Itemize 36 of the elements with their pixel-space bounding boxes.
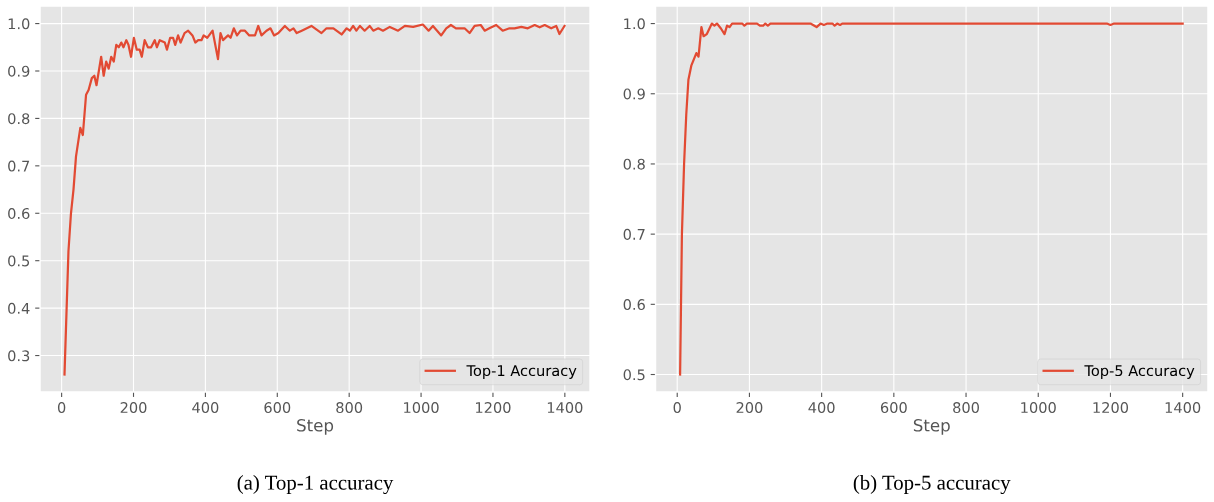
y-tick-label: 0.8 [8,113,30,125]
y-tick-label: 0.6 [8,207,30,220]
x-tick-label: 800 [336,402,363,414]
x-tick-label: 1200 [476,402,511,414]
x-tick-label: 1000 [1021,402,1056,414]
legend-label: Top-1 Accuracy [466,365,577,379]
y-tick-label: 0.9 [8,65,30,77]
y-tick-label: 0.4 [8,302,30,314]
y-tick-label: 0.9 [623,88,645,100]
x-tick-label: 400 [192,402,219,414]
x-tick-label: 0 [673,402,681,414]
y-tick-label: 0.6 [623,299,645,311]
y-tick-label: 0.7 [623,228,645,240]
x-tick-label: 1400 [547,402,583,414]
x-tick-label: 1400 [1165,402,1201,414]
y-tick-label: 0.7 [8,160,30,172]
legend-label: Top-5 Accuracy [1084,365,1195,379]
x-tick-label: 800 [953,402,979,414]
x-tick-label: 600 [264,402,291,414]
y-tick-label: 0.5 [623,369,645,381]
x-tick-label: 1000 [404,402,439,414]
x-tick-label: 0 [57,402,66,414]
x-tick-label: 1200 [1093,402,1129,414]
y-tick-label: 0.8 [623,158,645,170]
y-tick-label: 0.5 [8,255,30,267]
x-tick-label: 600 [880,402,907,414]
y-tick-label: 1.0 [8,18,30,30]
y-tick-label: 0.3 [8,350,30,362]
x-tick-label: 200 [736,402,763,414]
text: (a) Top-1 accuracy [237,475,394,495]
y-tick-label: 1.0 [624,18,645,30]
x-tick-label: 400 [808,402,835,414]
x-axis-title: Step [297,418,334,435]
x-tick-label: 200 [120,402,147,414]
x-axis-title: Step [913,418,950,435]
text: (b) Top-5 accuracy [853,475,1011,495]
